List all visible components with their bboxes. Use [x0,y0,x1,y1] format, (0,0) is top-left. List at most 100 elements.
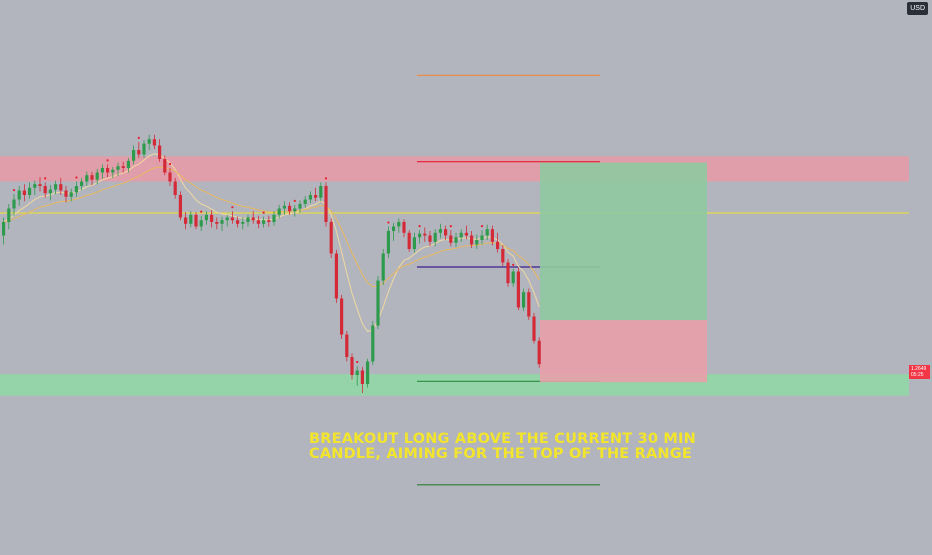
signal-marker [449,225,452,228]
candle-body [522,292,526,308]
signal-marker [200,210,203,213]
candle [418,230,422,244]
candle-body [324,186,328,222]
candle-body [189,214,193,224]
candle [444,225,448,240]
candle-body [100,168,104,173]
signal-marker [324,177,328,180]
candle [277,204,281,219]
candle [485,224,489,240]
candle-body [454,237,458,243]
candle-body [288,205,292,212]
candle [449,230,453,247]
candle-body [246,217,250,222]
candle-body [210,214,214,222]
candle-body [366,361,370,384]
candle-body [95,172,99,180]
signal-markers-layer [12,136,515,364]
candle-body [85,175,89,182]
candle [438,223,442,239]
candle-body [147,139,151,144]
candle [85,171,89,186]
candle [69,188,73,202]
candle-body [532,316,536,341]
candle-body [459,232,463,238]
candle-body [199,220,203,227]
candle [43,182,47,198]
candle-body [262,220,266,224]
candle [33,180,37,195]
candle-body [59,184,63,191]
candle-body [106,168,110,173]
candle-body [282,205,286,209]
candle [262,216,266,228]
candle-body [371,325,375,362]
candle-body [230,217,234,221]
candle-countdown: 05:25 [911,372,924,378]
candle [230,211,234,224]
candle [350,353,354,380]
candle-body [293,208,297,212]
candle-body [376,280,380,326]
candle-body [444,229,448,236]
candle-body [256,220,260,224]
signal-marker [168,162,172,166]
candle [246,214,250,227]
candle-body [236,220,240,224]
candle-body [152,139,156,146]
candle-body [121,166,125,168]
signal-marker [262,211,265,214]
candle-body [340,298,344,335]
candle-body [381,253,385,281]
candle [267,215,271,227]
candle-body [204,214,208,221]
candle [142,140,146,159]
candle-body [386,231,390,254]
candle [516,267,520,311]
candle-body [319,186,323,198]
candle [376,276,380,330]
currency-badge[interactable]: USD [907,2,928,15]
candle [189,211,193,228]
candle [464,225,468,240]
candle [282,201,286,215]
signal-marker [106,159,109,162]
ema-slow-line [3,166,540,288]
candle [490,225,494,246]
trade-annotation-text[interactable]: BREAKOUT LONG ABOVE THE CURRENT 30 MIN C… [309,432,729,462]
candle [147,134,151,150]
candle-body [267,220,271,222]
candle [38,177,42,192]
candle-body [329,222,333,254]
long-position-tool[interactable] [540,162,707,383]
candle [480,230,484,245]
candle [12,194,16,216]
candle [319,182,323,202]
candle [111,167,115,178]
signal-marker [418,225,421,228]
candle [272,211,276,226]
candle [355,366,359,386]
candle-body [90,175,94,180]
candle [220,216,224,231]
candle-body [527,292,531,317]
candle [95,168,99,185]
candle-body [178,195,182,218]
candle-body [215,222,219,224]
candle [126,158,130,173]
candle-body [412,237,416,249]
candle-body [433,232,437,242]
candle [168,168,172,186]
candle [17,186,21,206]
candle-body [272,214,276,222]
candle-body [277,208,281,215]
candle [215,217,219,230]
candle-body [407,232,411,249]
candle [345,330,349,362]
candle-body [506,262,510,284]
candle [158,139,162,162]
candle-body [392,226,396,231]
candle-body [22,190,26,195]
